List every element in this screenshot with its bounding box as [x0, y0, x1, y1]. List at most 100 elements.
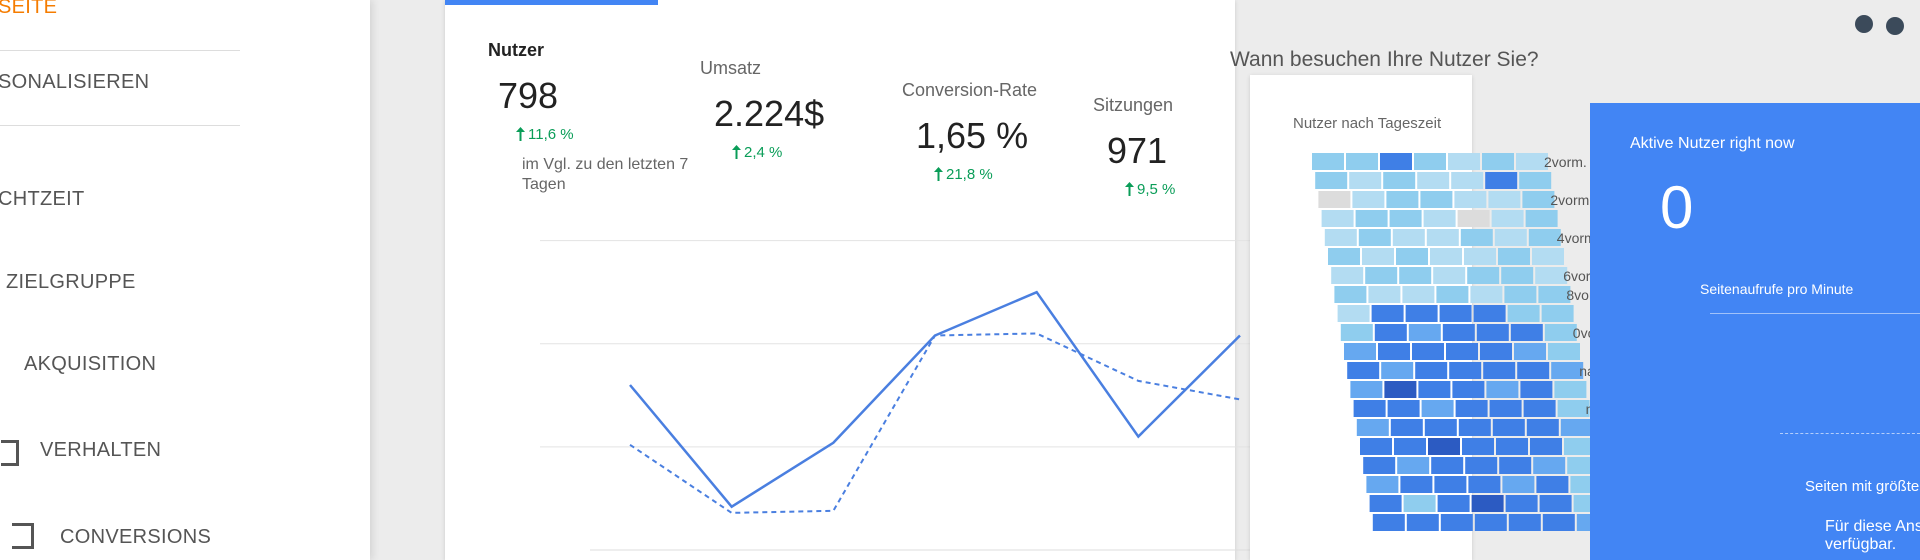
heatmap-cell [1362, 248, 1394, 265]
nav-item: CONVERSIONS [60, 526, 212, 548]
heatmap-cell [1397, 457, 1430, 474]
heatmap-cell [1454, 191, 1487, 208]
toolbar-icons [1855, 15, 1904, 35]
heatmap-cell [1564, 438, 1590, 455]
heatmap-cell [1412, 343, 1444, 360]
realtime-title: Aktive Nutzer right now [1630, 135, 1795, 152]
divider [1710, 313, 1920, 314]
metric-label: Nutzer [488, 40, 545, 60]
heatmap-cell [1428, 438, 1460, 455]
heatmap-cell [1363, 457, 1396, 474]
separator [0, 125, 240, 126]
realtime-note: Für diese Ansich [1825, 518, 1920, 535]
heatmap-cell [1328, 248, 1360, 265]
metric-label: Conversion-Rate [902, 80, 1038, 100]
heatmap-cell [1528, 229, 1561, 246]
heatmap-cell [1482, 153, 1514, 170]
nav-item: CHTZEIT [0, 188, 85, 210]
heatmap-cell [1436, 286, 1469, 303]
heatmap-cell [1371, 305, 1404, 322]
heatmap-cell [1541, 305, 1574, 322]
heatmap-cell [1366, 476, 1399, 493]
heatmap-cell [1499, 457, 1532, 474]
heatmap-cell [1449, 362, 1482, 379]
line-chart: 100150200 [540, 233, 1317, 551]
notification-icon[interactable] [1855, 15, 1873, 33]
active-users-count: 0 [1660, 174, 1694, 241]
heatmap-cell [1507, 305, 1540, 322]
heatmap-cell [1474, 514, 1507, 531]
heatmap-cell [1365, 267, 1398, 284]
heatmap-cell [1380, 153, 1412, 170]
metric-value: 1,65 % [916, 115, 1029, 156]
heatmap-cell [1439, 305, 1472, 322]
nav-item: SEITE [0, 0, 58, 18]
heatmap-cell [1420, 191, 1453, 208]
heatmap-cell [1530, 438, 1562, 455]
heatmap-cell [1551, 362, 1584, 379]
separator [0, 50, 240, 51]
active-tab-indicator [445, 0, 658, 5]
heatmap-cell [1494, 229, 1527, 246]
nav-item: ZIELGRUPPE [6, 271, 136, 293]
heatmap-cell [1496, 438, 1528, 455]
heatmap-cell [1386, 191, 1419, 208]
metric-change: 11,6 % [516, 126, 574, 143]
heatmap-cell [1312, 153, 1344, 170]
heatmap-cell [1318, 191, 1351, 208]
metric-label: Sitzungen [1093, 95, 1174, 115]
up-arrow [732, 145, 741, 159]
heatmap-cell [1460, 229, 1493, 246]
heatmap-cell [1516, 153, 1548, 170]
heatmap-cell [1442, 324, 1475, 341]
heatmap-cell [1353, 400, 1386, 417]
nav-icon [12, 523, 34, 549]
heatmap-cell [1491, 210, 1524, 227]
heatmap-cell [1331, 267, 1364, 284]
heatmap-cell [1418, 381, 1451, 398]
heatmap-cell [1535, 267, 1568, 284]
heatmap-cell [1498, 248, 1530, 265]
heatmap-cell [1349, 172, 1382, 189]
heatmap-cell [1465, 457, 1498, 474]
heatmap-cell [1502, 476, 1535, 493]
heatmap: 2vorm. 2vorm. 4vorm. 6vorm. 8vorm. 0vorm. nach… [1312, 153, 1590, 531]
heatmap-cell [1347, 362, 1380, 379]
heatmap-cell [1350, 381, 1383, 398]
heatmap-cell [1383, 172, 1416, 189]
heatmap-cell [1346, 153, 1378, 170]
metric-change: 2,4 % [732, 144, 782, 161]
series-line [629, 332, 1241, 514]
up-arrow [516, 127, 525, 141]
heatmap-cell [1406, 514, 1439, 531]
metric-value: 798 [498, 75, 559, 116]
heatmap-cell [1536, 476, 1569, 493]
heatmap-cell [1505, 495, 1538, 512]
heatmap-title: Nutzer nach Tageszeit [1293, 115, 1442, 132]
heatmap-cell [1485, 172, 1518, 189]
heatmap-cell [1544, 324, 1577, 341]
heatmap-cell [1417, 172, 1450, 189]
metric-change: 9,5 % [1125, 181, 1175, 198]
heatmap-cell [1462, 438, 1494, 455]
realtime-note: verfügbar. [1825, 536, 1897, 553]
heatmap-cell [1554, 381, 1587, 398]
heatmap-cell [1356, 419, 1389, 436]
heatmap-cell [1389, 210, 1422, 227]
heatmap-cell [1378, 343, 1410, 360]
series-line [629, 290, 1241, 509]
heatmap-cell [1384, 381, 1417, 398]
heatmap-cell [1315, 172, 1348, 189]
heatmap-cell [1448, 153, 1480, 170]
help-icon[interactable] [1886, 17, 1904, 35]
heatmap-cell [1468, 476, 1501, 493]
heatmap-cell [1344, 343, 1376, 360]
up-arrow [934, 167, 943, 181]
heatmap-cell [1426, 229, 1459, 246]
heatmap-cell [1522, 191, 1555, 208]
nav-item: SONALISIEREN [0, 71, 150, 93]
heatmap-cell [1414, 153, 1446, 170]
heatmap-cell [1504, 286, 1537, 303]
metric-change: 21,8 % [934, 166, 993, 183]
